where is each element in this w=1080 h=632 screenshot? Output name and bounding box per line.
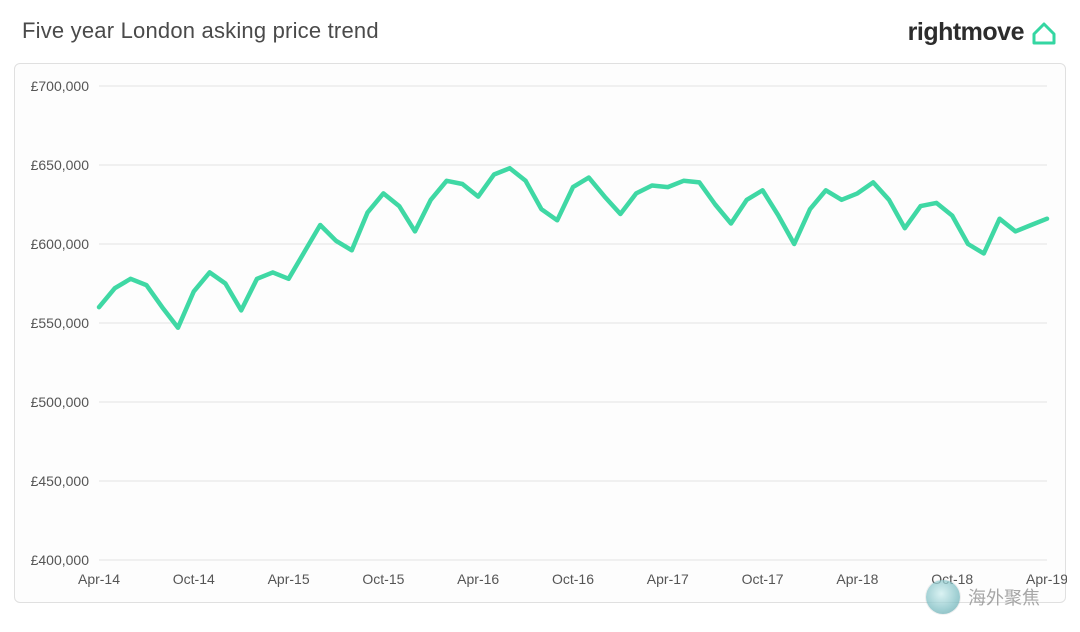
x-tick-label: Oct-17 xyxy=(742,571,784,587)
y-tick-label: £450,000 xyxy=(31,473,90,489)
x-tick-label: Oct-15 xyxy=(362,571,404,587)
x-tick-label: Apr-17 xyxy=(647,571,689,587)
chart-card: £400,000 £450,000 £500,000 £550,000 £600,000… xyxy=(14,63,1066,603)
x-tick-label: Apr-15 xyxy=(268,571,310,587)
y-tick-label: £400,000 xyxy=(31,552,90,568)
brand-text: rightmove xyxy=(908,18,1024,47)
x-tick-label: Apr-18 xyxy=(836,571,878,587)
x-tick-label: Apr-19 xyxy=(1026,571,1067,587)
x-tick-label: Oct-14 xyxy=(173,571,215,587)
y-tick-label: £700,000 xyxy=(31,78,90,94)
y-tick-label: £550,000 xyxy=(31,315,90,331)
y-tick-label: £500,000 xyxy=(31,394,90,410)
price-series-line xyxy=(99,168,1047,328)
x-tick-label: Oct-16 xyxy=(552,571,594,587)
y-tick-label: £600,000 xyxy=(31,236,90,252)
brand-logo: rightmove xyxy=(908,18,1058,47)
x-tick-label: Apr-14 xyxy=(78,571,120,587)
x-tick-label: Apr-16 xyxy=(457,571,499,587)
price-trend-line-chart: £400,000 £450,000 £500,000 £550,000 £600,000… xyxy=(15,64,1067,604)
header: Five year London asking price trend righ… xyxy=(0,0,1080,53)
y-tick-label: £650,000 xyxy=(31,157,90,173)
brand-house-icon xyxy=(1030,20,1058,46)
x-tick-label: Oct-18 xyxy=(931,571,973,587)
chart-title: Five year London asking price trend xyxy=(22,18,379,44)
